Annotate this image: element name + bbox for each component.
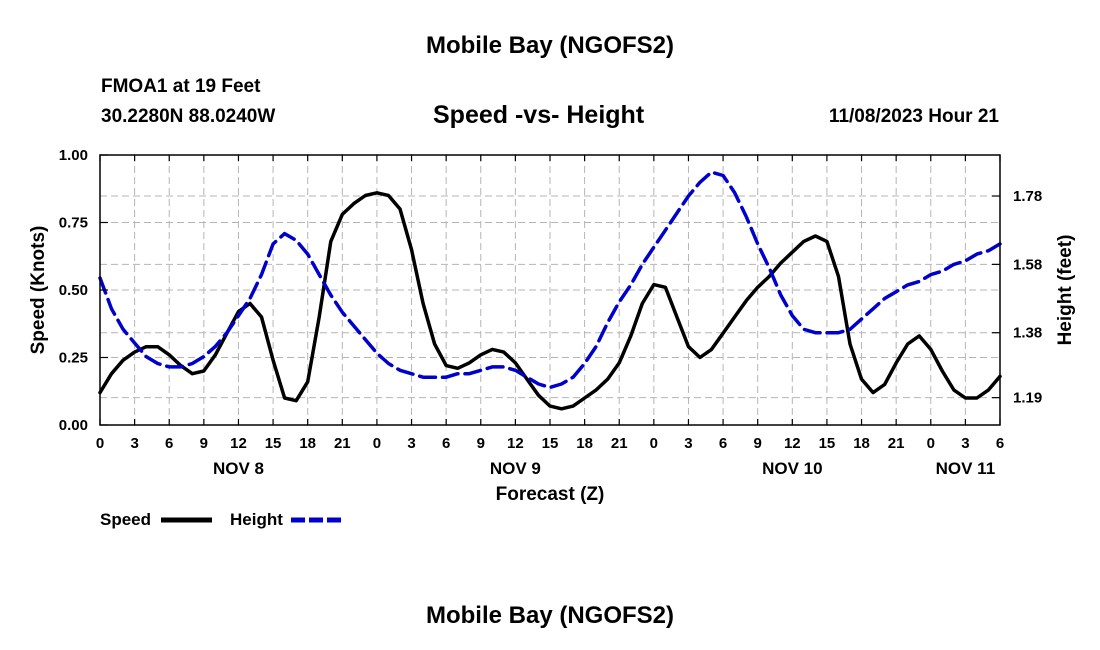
y-tick-label: 1.00 [59,147,88,164]
x-tick-label: 9 [477,435,485,452]
series-layer [98,170,1002,411]
series-line-height [98,170,1002,390]
y-tick-label: 0.50 [59,282,88,299]
x-tick-label: 18 [853,435,870,452]
date-label: NOV 10 [762,459,822,478]
y-tick-label: 0.25 [59,350,88,367]
axes: 0 3 6 9 12 15 18 21 0 3 6 9 12 15 18 21 0 3 6 9 12 15 18 21 0 3 6 0… [59,147,1042,478]
x-axis-title: Forecast (Z) [496,484,605,505]
x-tick-label: 21 [611,435,628,452]
grid [100,155,1000,425]
x-tick-label: 6 [165,435,173,452]
date-label: NOV 11 [936,459,996,478]
x-tick-label: 15 [265,435,282,452]
x-tick-label: 15 [819,435,836,452]
x-tick-label: 9 [754,435,762,452]
x-tick-label: 0 [927,435,935,452]
x-tick-label: 0 [650,435,658,452]
chart-title: Speed -vs- Height [433,101,645,129]
x-tick-label: 21 [334,435,351,452]
x-tick-label: 15 [542,435,559,452]
x-tick-label: 18 [299,435,316,452]
x-tick-label: 18 [576,435,593,452]
y-tick-label: 0.75 [59,215,88,232]
x-tick-label: 6 [442,435,450,452]
series-line-speed [98,191,1002,411]
x-tick-label: 12 [784,435,801,452]
y2-tick-label: 1.78 [1013,188,1042,205]
y-axis-title: Speed (Knots) [28,226,49,355]
y2-tick-label: 1.38 [1013,325,1042,342]
legend-speed-label: Speed [100,510,151,529]
date-label: NOV 9 [490,459,541,478]
station-label: FMOA1 at 19 Feet [101,76,261,97]
x-tick-label: 3 [407,435,415,452]
x-tick-label: 12 [230,435,247,452]
x-tick-label: 6 [996,435,1004,452]
forecast-datetime: 11/08/2023 Hour 21 [828,106,999,127]
y2-tick-label: 1.58 [1013,256,1042,273]
y-tick-label: 0.00 [59,417,88,434]
date-label: NOV 8 [213,459,264,478]
x-tick-label: 12 [507,435,524,452]
x-tick-label: 9 [200,435,208,452]
footer-title: Mobile Bay (NGOFS2) [425,602,675,629]
x-tick-label: 3 [684,435,692,452]
legend: Speed Height [100,510,342,529]
page-title: Mobile Bay (NGOFS2) [425,32,675,59]
x-tick-label: 6 [719,435,727,452]
x-tick-label: 3 [130,435,138,452]
x-tick-label: 0 [96,435,104,452]
y2-axis-title: Height (feet) [1055,235,1076,346]
x-tick-label: 21 [888,435,905,452]
legend-height-label: Height [230,510,283,529]
x-tick-label: 3 [961,435,969,452]
x-tick-label: 0 [373,435,381,452]
y2-tick-label: 1.19 [1013,390,1042,407]
coordinates-label: 30.2280N 88.0240W [101,106,276,127]
